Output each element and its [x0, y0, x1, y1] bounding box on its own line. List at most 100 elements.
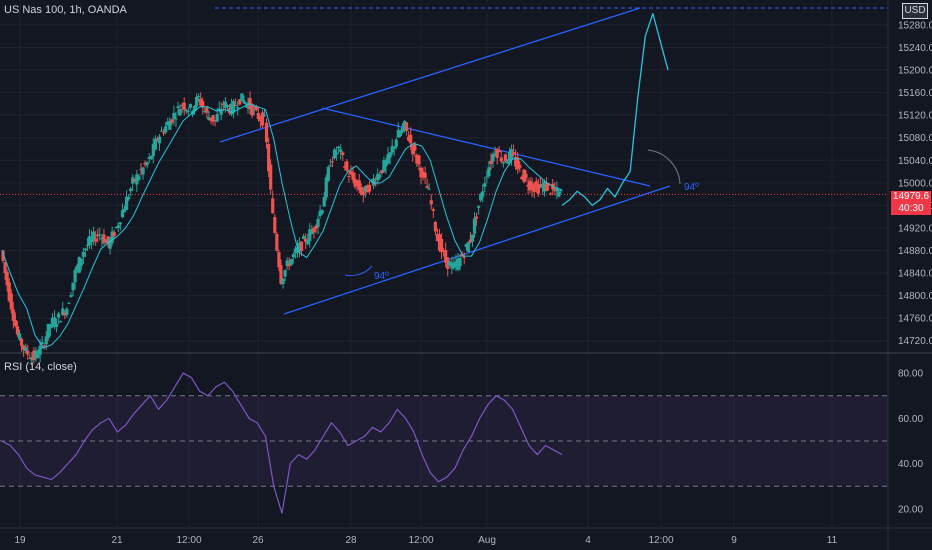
candle-body	[534, 181, 538, 188]
candle-body	[122, 208, 127, 213]
candle-body	[423, 172, 427, 178]
candle-body	[479, 193, 483, 201]
candle-body	[262, 114, 267, 116]
candle-body	[1, 250, 5, 262]
candle-body	[320, 210, 324, 214]
candle-body	[48, 324, 52, 329]
time-tick-label: 19	[14, 535, 26, 546]
symbol-title[interactable]: US Nas 100, 1h, OANDA	[4, 4, 127, 16]
candle-body	[326, 166, 330, 181]
candle-body	[133, 179, 137, 182]
candle-body	[199, 98, 203, 106]
candle-body	[359, 186, 363, 195]
candle-body	[168, 120, 172, 130]
candle-body	[63, 312, 67, 316]
candle-body	[421, 171, 425, 174]
candle-body	[384, 160, 388, 167]
price-tick-label: 14760.00	[898, 314, 932, 325]
candle-body	[493, 153, 497, 155]
time-tick-label: 12:00	[648, 535, 673, 546]
candle-body	[293, 248, 297, 254]
candle-body	[466, 242, 470, 252]
candle-body	[112, 232, 116, 237]
candle-body	[213, 120, 217, 122]
candle-body	[81, 252, 85, 257]
candle-body	[310, 230, 314, 234]
candle-body	[435, 233, 440, 242]
candle-body	[299, 241, 304, 251]
angle-annotations: 94º 94º	[344, 149, 699, 282]
candle-body	[468, 239, 472, 243]
candle-body	[302, 236, 306, 239]
last-price-countdown: 40:30	[898, 203, 924, 214]
candle-body	[110, 231, 114, 244]
candle-body	[244, 102, 248, 105]
candle-body	[369, 179, 374, 181]
time-tick-label: 11	[827, 535, 838, 546]
candle-body	[120, 210, 125, 218]
candle-body	[355, 180, 359, 186]
candle-body	[367, 184, 372, 192]
channel-lower-line	[283, 185, 671, 315]
candle-body	[153, 138, 157, 150]
price-axis[interactable]: 15280.00 15240.00 15200.00 15160.00 15120.00…	[898, 20, 932, 347]
candle-body	[118, 222, 122, 225]
candle-body	[98, 234, 102, 236]
time-tick-label: 12:00	[408, 535, 433, 546]
candle-body	[287, 264, 291, 267]
price-tick-label: 15040.00	[898, 156, 932, 167]
rsi-series	[1, 372, 563, 514]
candle-body	[345, 161, 349, 171]
candle-body	[186, 111, 190, 113]
last-price-tag: 14979.6 40:30	[891, 191, 931, 215]
candle-body	[114, 227, 118, 229]
candle-body	[15, 326, 20, 335]
time-axis[interactable]: 19 21 12:00 26 28 12:00 Aug 4 12:00 9 11	[14, 535, 837, 546]
candle-body	[337, 146, 341, 149]
projection-path	[561, 12, 669, 207]
candle-body	[388, 152, 392, 158]
candlestick-series	[1, 91, 563, 366]
price-tick-label: 15240.00	[898, 43, 932, 54]
candle-body	[79, 258, 83, 266]
candle-body	[322, 196, 326, 207]
candle-body	[400, 127, 405, 133]
rsi-axis[interactable]: 80.00 60.00 40.00 20.00	[898, 369, 923, 516]
candle-body	[197, 96, 201, 98]
candle-body	[470, 234, 475, 242]
candle-body	[85, 244, 90, 246]
candle-body	[341, 152, 345, 155]
price-tick-label: 15080.00	[898, 133, 932, 144]
candle-body	[61, 308, 65, 315]
candle-body	[19, 338, 24, 346]
candle-body	[57, 313, 61, 318]
candle-body	[503, 154, 507, 162]
candle-body	[437, 234, 442, 251]
time-tick-label: 28	[345, 535, 357, 546]
rsi-band-background	[0, 395, 888, 487]
currency-badge[interactable]: USD	[902, 3, 928, 19]
candle-body	[92, 231, 96, 239]
candle-body	[314, 225, 318, 229]
price-tick-label: 14840.00	[898, 269, 932, 280]
candle-body	[489, 160, 493, 165]
candle-body	[528, 180, 532, 191]
candle-body	[127, 196, 131, 200]
price-tick-label: 15200.00	[898, 66, 932, 77]
candle-body	[135, 174, 139, 185]
candle-body	[297, 243, 302, 252]
last-price-value: 14979.6	[892, 191, 930, 202]
candle-body	[425, 186, 429, 189]
candle-body	[477, 205, 481, 208]
candle-body	[42, 345, 46, 347]
candle-body	[413, 144, 417, 151]
rsi-title[interactable]: RSI (14, close)	[4, 361, 77, 373]
candle-body	[549, 193, 553, 195]
candle-body	[518, 164, 522, 169]
price-tick-label: 15280.00	[898, 20, 932, 31]
candle-body	[495, 149, 499, 158]
candle-body	[339, 149, 343, 152]
candle-body	[149, 156, 153, 159]
candle-body	[34, 350, 38, 359]
